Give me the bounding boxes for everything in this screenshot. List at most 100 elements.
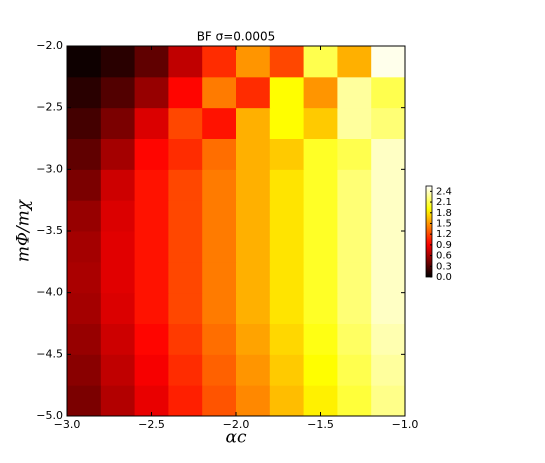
y-tick-label: −2.0 [36,39,63,52]
heat-cell [269,138,305,170]
colorbar-tick-label: 0.6 [436,251,452,262]
heat-cell [67,200,102,232]
x-tick-label: −1.0 [392,418,419,431]
heat-cell [202,46,237,78]
heat-cell [100,354,136,386]
heat-cell [67,46,102,78]
heat-cell [236,107,271,139]
heat-cell [202,107,237,139]
heat-cell [337,323,372,355]
heat-cell [134,46,169,78]
heat-cell [168,200,203,232]
heat-cell [303,107,338,139]
heat-cell [371,138,406,170]
y-axis-label: mΦ/mχ [14,198,34,262]
y-tick-label: −3.5 [36,224,63,237]
heat-cell [134,261,169,294]
heat-cell [269,354,305,386]
heat-cell [337,138,372,170]
heat-cell [100,46,136,78]
heat-cell [168,107,203,139]
heat-cell [67,354,102,386]
heat-cell [337,46,372,78]
heat-cell [371,231,406,263]
heat-cell [303,385,338,417]
colorbar-tick-label: 0.9 [436,240,452,251]
x-tick-label: −1.5 [307,418,334,431]
heat-cell [134,138,169,170]
heat-cell [168,46,203,78]
heat-cell [303,169,338,201]
heat-cell [236,169,271,201]
chart-title: BF σ=0.0005 [197,30,276,44]
y-tick-label: −3.0 [36,162,63,175]
heat-cell [303,138,338,170]
heat-cell [134,76,169,109]
y-tick-label: −4.5 [36,347,63,360]
heat-cell [202,200,237,232]
heat-cell [371,354,406,386]
heat-cell [134,107,169,139]
heat-cell [168,323,203,355]
heat-cell [269,231,305,263]
heat-cell [202,169,237,201]
heat-cell [202,231,237,263]
heat-cell [168,169,203,201]
heat-cell [236,138,271,170]
heat-cell [303,261,338,294]
heat-cell [236,354,271,386]
heat-cell [269,261,305,294]
colorbar [425,185,433,278]
heat-cell [236,76,271,109]
x-tick-label: −2.0 [223,418,250,431]
y-tick-label: −4.0 [36,286,63,299]
x-tick-label: −3.0 [54,418,81,431]
heat-cell [168,385,203,417]
heat-cell [202,323,237,355]
heat-cell [303,354,338,386]
heat-cell [100,292,136,324]
heat-cell [337,200,372,232]
heat-cell [371,169,406,201]
heat-cell [269,323,305,355]
heat-cell [67,231,102,263]
colorbar-tick-label: 2.4 [436,186,452,197]
heat-cell [236,200,271,232]
heat-cell [67,385,102,417]
heat-cell [168,292,203,324]
heat-cell [134,385,169,417]
y-tick-label: −5.0 [36,409,63,422]
heat-cell [303,46,338,78]
colorbar-tick-label: 1.5 [436,218,452,229]
heat-cell [67,261,102,294]
heat-cell [134,323,169,355]
heat-cell [100,231,136,263]
heat-cell [337,354,372,386]
heat-cell [67,292,102,324]
heat-cell [202,138,237,170]
heat-cell [337,169,372,201]
heat-cell [202,385,237,417]
heat-cell [202,354,237,386]
heat-cell [67,169,102,201]
heat-cell [371,46,406,78]
heat-cell [134,354,169,386]
heat-cell [337,231,372,263]
heat-cell [337,76,372,109]
heat-cell [303,231,338,263]
heat-cell [236,323,271,355]
heat-cell [67,76,102,109]
heat-cell [236,385,271,417]
heat-cell [269,200,305,232]
heat-cell [269,76,305,109]
heat-cell [371,107,406,139]
heat-cell [168,231,203,263]
colorbar-tick-label: 1.8 [436,208,452,219]
heat-cell [371,292,406,324]
heat-cell [100,385,136,417]
heat-cell [67,323,102,355]
heat-cell [202,292,237,324]
x-tick-label: −2.5 [138,418,165,431]
heat-cell [337,107,372,139]
